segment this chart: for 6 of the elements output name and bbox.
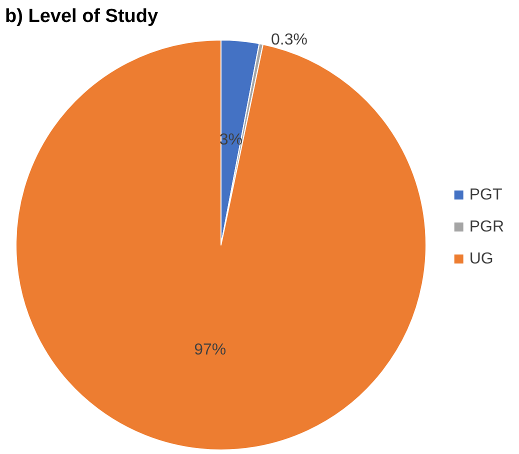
data-label: 0.3% <box>270 32 308 49</box>
chart-title: b) Level of Study <box>5 6 158 27</box>
legend-label: PGT <box>469 186 502 204</box>
legend-label: PGR <box>469 218 504 236</box>
data-label: 97% <box>194 341 226 358</box>
legend-label: UG <box>469 250 494 268</box>
